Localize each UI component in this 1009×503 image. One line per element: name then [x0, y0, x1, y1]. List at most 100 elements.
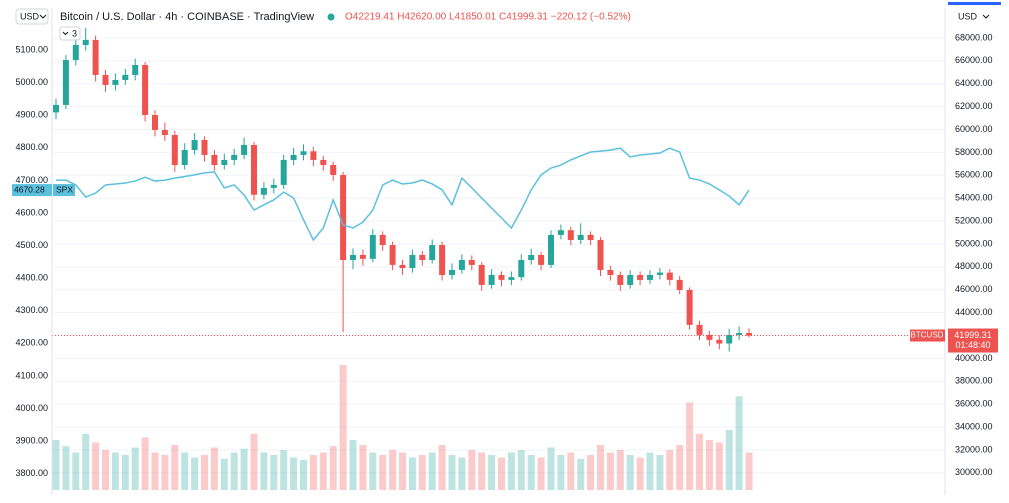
y-tick-label: 5100.00 — [15, 44, 48, 54]
price-label: 41999.31 — [954, 330, 992, 340]
candle-body — [508, 277, 515, 280]
candle-body — [597, 239, 604, 270]
candle-body — [221, 159, 228, 166]
candle-body — [112, 79, 119, 85]
volume-bar — [399, 452, 406, 490]
grid — [52, 37, 945, 474]
candle-body — [419, 254, 426, 260]
volume-bar — [537, 457, 545, 490]
y2-tick-label: 62000.00 — [955, 101, 993, 111]
symbol-label-bg — [910, 329, 945, 342]
y2-tick-label: 38000.00 — [955, 376, 993, 386]
candle-body — [191, 139, 198, 151]
candle-body — [122, 74, 129, 80]
volume-bar — [547, 447, 555, 490]
candle-body — [686, 289, 693, 325]
volume-bar — [191, 457, 199, 490]
volume-bar — [616, 450, 624, 490]
volume-bar — [151, 452, 159, 490]
candle-body — [369, 234, 376, 259]
volume-bar — [181, 452, 189, 490]
volume-bar — [359, 445, 367, 490]
right-currency: USD — [958, 11, 978, 21]
volume-bar — [280, 450, 288, 490]
volume-bar — [62, 446, 70, 490]
candle-body — [637, 274, 644, 280]
candle-body — [102, 74, 109, 85]
volume-bar — [438, 445, 446, 490]
candle-body — [142, 64, 149, 115]
y-tick-label: 4800.00 — [15, 142, 48, 152]
candle-body — [82, 39, 89, 45]
volume-bar — [309, 455, 317, 490]
spx-name-bg — [53, 184, 75, 197]
indicators-toggle[interactable] — [59, 26, 81, 41]
candle-body — [468, 259, 475, 265]
volume-bar — [458, 457, 466, 490]
spx-name-label: SPX — [56, 184, 73, 194]
volume-bar — [171, 445, 179, 490]
candle-body — [379, 234, 386, 245]
volume-bar — [666, 450, 674, 490]
volume-pane — [52, 365, 753, 490]
plot — [52, 27, 945, 352]
candle-body — [359, 254, 366, 259]
currency-button[interactable] — [15, 8, 49, 25]
candle-body — [518, 259, 525, 278]
y-tick-label: 3900.00 — [15, 435, 48, 445]
y2-tick-label: 56000.00 — [955, 170, 993, 180]
y-tick-label: 4600.00 — [15, 207, 48, 217]
y-tick-label: 3800.00 — [15, 468, 48, 478]
candle-body — [706, 334, 713, 340]
candle-body — [389, 244, 396, 265]
volume-bar — [290, 457, 298, 490]
candle-body — [607, 269, 614, 275]
candle-body — [260, 187, 267, 195]
chart-title: Bitcoin / U.S. Dollar · 4h · COINBASE · … — [60, 11, 314, 23]
y2-tick-label: 36000.00 — [955, 399, 993, 409]
candle-body — [617, 274, 624, 285]
candle-body — [251, 144, 257, 195]
candle-body — [181, 150, 188, 166]
candle-body — [290, 154, 297, 160]
volume-bar — [300, 460, 307, 490]
volume-bar — [587, 455, 595, 490]
y2-tick-label: 68000.00 — [955, 32, 993, 42]
candle-body — [577, 234, 584, 240]
axes: 3800.00 3900.00 4000.00 4100.00 4200.00 4300.… — [12, 32, 998, 478]
candle-body — [538, 254, 545, 265]
volume-bar — [369, 452, 377, 490]
candle-body — [270, 184, 277, 188]
candle-body — [310, 151, 317, 160]
volume-bar — [408, 457, 416, 490]
volume-bar — [488, 455, 496, 490]
volume-bar — [250, 433, 258, 490]
candle-body — [72, 44, 79, 60]
y-tick-label: 4000.00 — [15, 403, 48, 413]
volume-bar — [656, 455, 664, 490]
candle-body — [171, 135, 178, 166]
candle-body — [152, 114, 158, 130]
candle-body — [716, 339, 723, 344]
candle-body — [647, 274, 653, 280]
volume-bar — [686, 402, 694, 490]
volume-bar — [339, 365, 347, 490]
volume-bar — [557, 455, 565, 490]
candle-body — [280, 159, 287, 185]
y2-tick-label: 54000.00 — [955, 193, 993, 203]
candle-body — [330, 165, 337, 175]
dropdown-arrow — [982, 14, 990, 19]
candle-body — [696, 324, 703, 335]
volume-bar — [389, 450, 397, 490]
spx-value-label: 4670.28 — [14, 184, 45, 194]
y-tick-label: 4500.00 — [15, 240, 48, 250]
candle-body — [92, 39, 99, 75]
volume-bar — [319, 452, 327, 490]
candle-body — [211, 154, 218, 166]
candle-body — [201, 139, 208, 155]
candle-body — [666, 272, 673, 280]
indicator-count: 3 — [72, 28, 77, 38]
volume-bar — [428, 452, 436, 490]
volume-bar — [725, 430, 733, 490]
y-tick-label: 4700.00 — [15, 175, 48, 185]
